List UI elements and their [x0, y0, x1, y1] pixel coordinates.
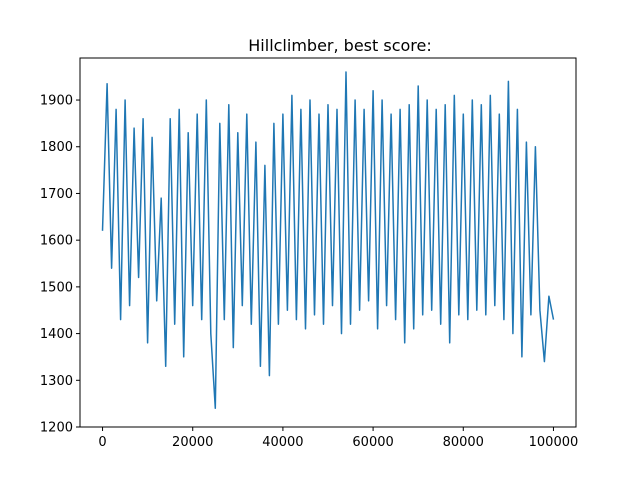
y-tick-label: 1900	[40, 94, 73, 109]
axes-frame	[79, 57, 577, 428]
y-tick-label: 1200	[40, 421, 73, 436]
plot-area	[101, 71, 555, 410]
y-axis: 1200 1300 1400 1500 1600 1700 1800 1900	[40, 94, 80, 436]
y-tick-label: 1400	[40, 327, 73, 342]
x-tick-label: 100000	[529, 435, 579, 450]
series-line-1	[101, 71, 555, 410]
x-tick-label: 40000	[262, 435, 303, 450]
y-tick-label: 1500	[40, 280, 73, 295]
y-tick-label: 1300	[40, 374, 73, 389]
x-tick-label: 20000	[172, 435, 213, 450]
y-tick-label: 1600	[40, 234, 73, 249]
y-tick-label: 1700	[40, 187, 73, 202]
x-tick-label: 60000	[352, 435, 393, 450]
x-tick-label: 80000	[443, 435, 484, 450]
y-tick-label: 1800	[40, 140, 73, 155]
chart-title: Hillclimber, best score:	[248, 36, 431, 55]
x-tick-label: 0	[98, 435, 106, 450]
x-axis: 0 20000 40000 60000 80000 100000	[98, 427, 578, 450]
